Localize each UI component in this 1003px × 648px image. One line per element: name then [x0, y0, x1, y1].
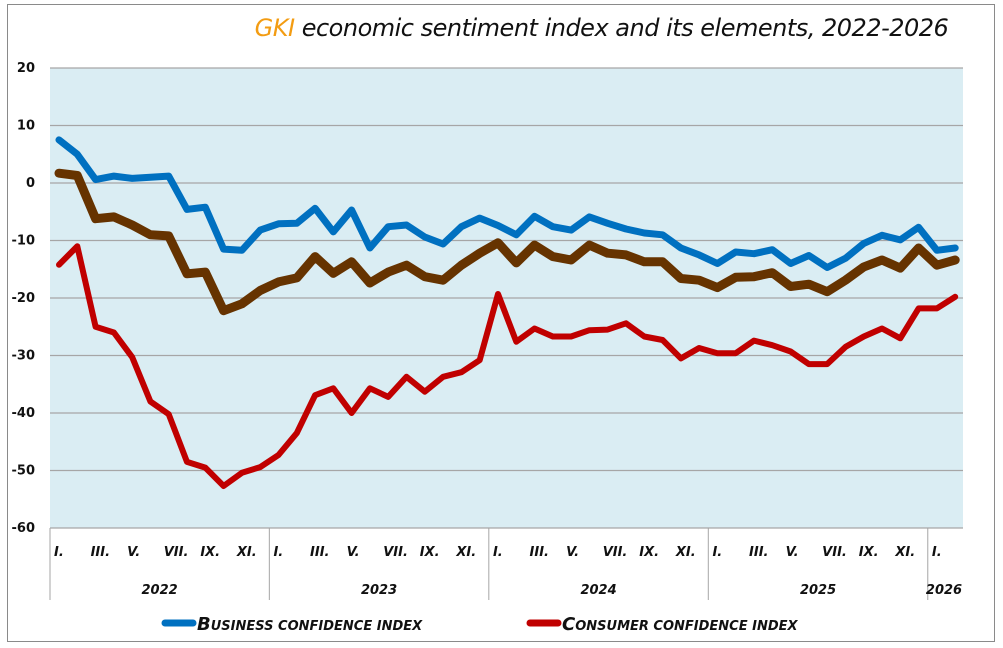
- x-month-label: III.: [530, 545, 549, 560]
- x-month-label: III.: [749, 545, 768, 560]
- x-month-label: V.: [566, 545, 579, 560]
- series-line-consumer-confidence-index: [56, 243, 959, 489]
- x-month-label: IX.: [420, 545, 440, 560]
- y-tick-label: -10: [12, 234, 36, 249]
- legend-label: CONSUMER CONFIDENCE INDEX: [562, 614, 798, 635]
- chart-title: GKI economic sentiment index and its ele…: [0, 14, 1003, 42]
- x-month-label: III.: [310, 545, 329, 560]
- x-month-label: IX.: [200, 545, 220, 560]
- x-month-label: V.: [347, 545, 360, 560]
- x-month-label: XI.: [675, 545, 696, 560]
- x-month-label: IX.: [859, 545, 879, 560]
- legend-label: BUSINESS CONFIDENCE INDEX: [197, 614, 423, 635]
- x-year-label: 2025: [800, 583, 836, 598]
- x-year-label: 2022: [142, 583, 178, 598]
- x-month-label: III.: [91, 545, 110, 560]
- x-month-label: XI.: [236, 545, 257, 560]
- y-tick-label: -50: [12, 464, 36, 479]
- x-month-label: VII.: [603, 545, 628, 560]
- x-month-label: I.: [932, 545, 942, 560]
- x-month-label: I.: [712, 545, 722, 560]
- series-line-gki-economic-sentiment-index: [54, 168, 960, 316]
- y-tick-label: -30: [12, 349, 36, 364]
- x-month-label: I.: [493, 545, 503, 560]
- x-month-label: VII.: [822, 545, 847, 560]
- y-tick-label: 20: [17, 61, 35, 76]
- x-month-label: VII.: [383, 545, 408, 560]
- title-brand: GKI: [254, 14, 295, 42]
- x-year-label: 2026: [926, 583, 962, 598]
- x-year-label: 2023: [361, 583, 397, 598]
- x-year-label: 2024: [580, 583, 616, 598]
- x-month-label: IX.: [639, 545, 659, 560]
- x-month-label: I.: [54, 545, 64, 560]
- y-tick-label: 0: [26, 176, 35, 191]
- x-month-label: I.: [273, 545, 283, 560]
- y-tick-label: -20: [12, 291, 36, 306]
- chart-frame: [7, 4, 995, 642]
- x-month-label: V.: [786, 545, 799, 560]
- series-line-business-confidence-index: [55, 136, 959, 271]
- x-month-label: XI.: [894, 545, 915, 560]
- y-tick-label: -60: [12, 521, 36, 536]
- title-text: economic sentiment index and its element…: [294, 14, 949, 42]
- y-tick-label: 10: [17, 119, 35, 134]
- x-month-label: VII.: [164, 545, 189, 560]
- y-tick-label: -40: [12, 406, 36, 421]
- x-month-label: XI.: [455, 545, 476, 560]
- x-month-label: V.: [127, 545, 140, 560]
